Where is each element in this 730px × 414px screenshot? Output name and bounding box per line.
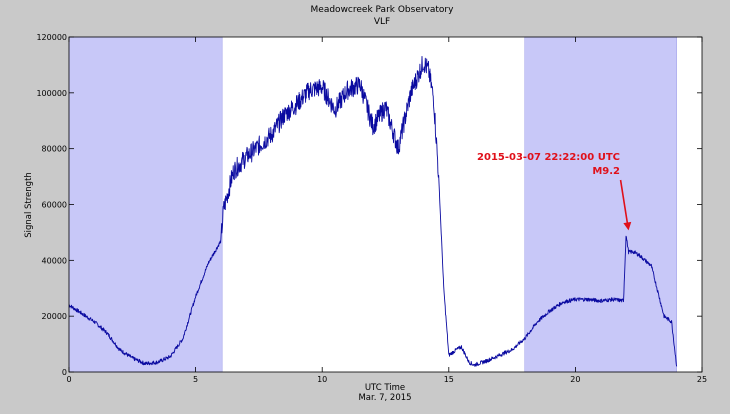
series-layer: [68, 55, 678, 367]
y-tick-label: 100000: [36, 89, 67, 98]
y-tick-label: 80000: [42, 145, 67, 154]
x-tick-label: 25: [697, 375, 707, 384]
series-line-0: [68, 55, 678, 367]
annotation-magnitude: M9.2: [592, 166, 620, 177]
y-tick-label: 60000: [42, 201, 67, 210]
annotation-timestamp: 2015-03-07 22:22:00 UTC: [477, 152, 620, 163]
x-tick-label: 5: [193, 375, 198, 384]
annotation-arrow-shaft: [619, 179, 629, 225]
x-ticks: 0 5 10 15 20 25: [66, 37, 707, 384]
annotation-arrow: [619, 179, 632, 231]
y-tick-label: 40000: [42, 256, 67, 265]
annotation-arrow-head: [623, 221, 632, 231]
y-tick-label: 120000: [36, 33, 67, 42]
chart-subtitle: VLF: [374, 17, 390, 27]
night-shading: [68, 36, 677, 373]
x-axis-label: UTC Time: [365, 383, 405, 393]
night-band-1: [524, 36, 677, 373]
y-axis-label: Signal Strength: [24, 172, 34, 238]
x-tick-label: 10: [317, 375, 327, 384]
y-tick-label: 0: [62, 368, 67, 377]
x-axis-date-label: Mar. 7, 2015: [358, 393, 411, 403]
x-tick-label: 15: [444, 375, 454, 384]
x-tick-label: 20: [570, 375, 580, 384]
x-tick-label: 0: [66, 375, 71, 384]
night-band-0: [68, 36, 223, 373]
y-ticks: 0 20000 40000 60000 80000 100000 120000: [36, 33, 702, 377]
y-tick-label: 20000: [42, 312, 67, 321]
chart-title: Meadowcreek Park Observatory: [311, 5, 455, 15]
